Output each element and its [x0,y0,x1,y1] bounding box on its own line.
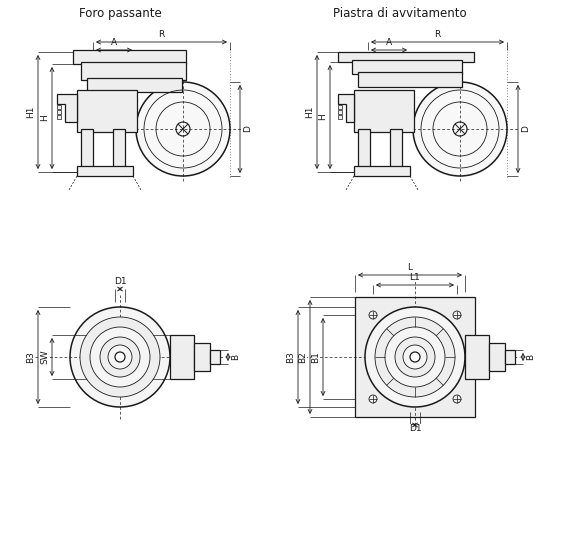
Circle shape [70,307,170,407]
Bar [77,90,137,132]
Bar [338,110,342,114]
Text: L: L [407,263,413,272]
Circle shape [100,337,140,377]
Text: D: D [521,126,530,132]
Text: H: H [318,114,327,120]
Text: B: B [231,354,240,360]
Text: B1: B1 [311,351,320,363]
Text: R: R [434,30,441,39]
Polygon shape [57,94,77,122]
Text: L1: L1 [410,273,420,282]
Circle shape [136,82,230,176]
Text: B3: B3 [26,351,35,363]
Text: A: A [111,38,117,47]
Circle shape [90,327,150,387]
Text: SW: SW [40,350,49,364]
Circle shape [365,307,465,407]
Bar [338,115,342,119]
Bar [113,129,125,169]
Circle shape [410,352,420,362]
Text: B3: B3 [286,351,295,363]
Circle shape [403,345,427,369]
Bar [505,350,515,364]
Text: D: D [243,126,252,132]
Text: H1: H1 [26,106,35,118]
Circle shape [115,352,125,362]
Polygon shape [338,94,354,122]
Text: Foro passante: Foro passante [79,7,161,20]
Bar [210,350,220,364]
Circle shape [413,82,507,176]
Bar [354,166,410,176]
Bar [465,335,489,379]
Bar [489,343,505,371]
Circle shape [395,337,435,377]
Text: D1: D1 [113,277,126,286]
Circle shape [80,317,160,397]
Bar [338,52,474,62]
Bar [352,60,462,74]
Bar [338,105,342,109]
Bar [390,129,402,169]
Bar [358,129,370,169]
Bar [77,166,133,176]
Bar [355,297,475,417]
Bar [358,72,462,87]
Circle shape [108,345,132,369]
Text: R: R [158,30,165,39]
Bar [57,115,61,119]
Bar [57,105,61,109]
Text: Piastra di avvitamento: Piastra di avvitamento [333,7,467,20]
Bar [81,129,93,169]
Text: B: B [526,354,535,360]
Bar [170,335,194,379]
Bar [73,50,186,64]
Bar [354,90,414,132]
Circle shape [375,317,455,397]
Bar [81,62,186,80]
Text: H1: H1 [305,106,314,118]
Bar [57,110,61,114]
Text: B2: B2 [298,351,307,363]
Text: A: A [386,38,392,47]
Text: D1: D1 [409,424,421,433]
Circle shape [385,327,445,387]
Bar [87,78,182,92]
Text: H: H [40,114,49,121]
Bar [194,343,210,371]
